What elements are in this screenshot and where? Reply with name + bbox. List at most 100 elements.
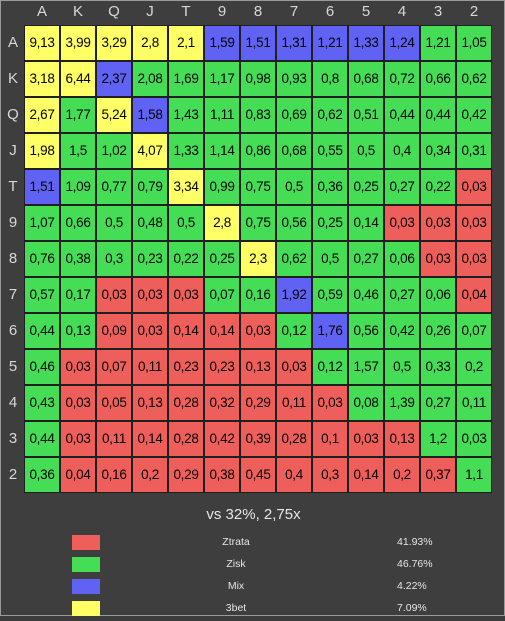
hand-cell[interactable]: 0,25 xyxy=(348,169,384,205)
hand-cell[interactable]: 0,38 xyxy=(204,457,240,493)
hand-cell[interactable]: 0,62 xyxy=(456,61,492,97)
hand-cell[interactable]: 0,11 xyxy=(132,349,168,385)
hand-cell[interactable]: 1,77 xyxy=(60,97,96,133)
hand-cell[interactable]: 0,14 xyxy=(348,205,384,241)
hand-cell[interactable]: 0,03 xyxy=(132,313,168,349)
hand-cell[interactable]: 0,11 xyxy=(96,421,132,457)
hand-cell[interactable]: 0,45 xyxy=(240,457,276,493)
hand-cell[interactable]: 0,42 xyxy=(456,97,492,133)
hand-cell[interactable]: 1,02 xyxy=(96,133,132,169)
hand-cell[interactable]: 0,4 xyxy=(276,457,312,493)
hand-cell[interactable]: 0,03 xyxy=(60,421,96,457)
hand-cell[interactable]: 0,2 xyxy=(456,349,492,385)
hand-cell[interactable]: 0,23 xyxy=(168,349,204,385)
hand-cell[interactable]: 0,22 xyxy=(420,169,456,205)
hand-cell[interactable]: 0,09 xyxy=(96,313,132,349)
hand-cell[interactable]: 0,03 xyxy=(420,205,456,241)
hand-cell[interactable]: 0,31 xyxy=(456,133,492,169)
hand-cell[interactable]: 0,08 xyxy=(348,385,384,421)
hand-cell[interactable]: 0,13 xyxy=(384,421,420,457)
hand-cell[interactable]: 0,14 xyxy=(132,421,168,457)
hand-cell[interactable]: 0,5 xyxy=(312,241,348,277)
hand-cell[interactable]: 0,2 xyxy=(132,457,168,493)
hand-cell[interactable]: 1,76 xyxy=(312,313,348,349)
hand-cell[interactable]: 0,66 xyxy=(60,205,96,241)
hand-cell[interactable]: 0,27 xyxy=(384,277,420,313)
hand-cell[interactable]: 1,09 xyxy=(60,169,96,205)
hand-cell[interactable]: 2,08 xyxy=(132,61,168,97)
hand-cell[interactable]: 1,43 xyxy=(168,97,204,133)
hand-cell[interactable]: 0,22 xyxy=(168,241,204,277)
hand-cell[interactable]: 0,75 xyxy=(240,205,276,241)
hand-cell[interactable]: 0,17 xyxy=(60,277,96,313)
hand-cell[interactable]: 0,32 xyxy=(204,385,240,421)
hand-cell[interactable]: 0,13 xyxy=(132,385,168,421)
hand-cell[interactable]: 0,26 xyxy=(420,313,456,349)
hand-cell[interactable]: 1,31 xyxy=(276,25,312,61)
hand-cell[interactable]: 0,72 xyxy=(384,61,420,97)
hand-cell[interactable]: 0,48 xyxy=(132,205,168,241)
hand-cell[interactable]: 9,13 xyxy=(24,25,60,61)
hand-cell[interactable]: 0,62 xyxy=(276,241,312,277)
hand-cell[interactable]: 0,99 xyxy=(204,169,240,205)
hand-cell[interactable]: 1,33 xyxy=(168,133,204,169)
hand-cell[interactable]: 0,16 xyxy=(240,277,276,313)
hand-cell[interactable]: 0,46 xyxy=(24,349,60,385)
hand-cell[interactable]: 0,13 xyxy=(240,349,276,385)
hand-cell[interactable]: 1,98 xyxy=(24,133,60,169)
hand-cell[interactable]: 0,23 xyxy=(132,241,168,277)
hand-cell[interactable]: 4,07 xyxy=(132,133,168,169)
hand-cell[interactable]: 0,03 xyxy=(312,385,348,421)
hand-cell[interactable]: 3,34 xyxy=(168,169,204,205)
hand-cell[interactable]: 0,04 xyxy=(456,277,492,313)
hand-cell[interactable]: 5,24 xyxy=(96,97,132,133)
hand-cell[interactable]: 0,03 xyxy=(132,277,168,313)
hand-cell[interactable]: 0,69 xyxy=(276,97,312,133)
hand-cell[interactable]: 0,03 xyxy=(168,277,204,313)
hand-cell[interactable]: 0,07 xyxy=(456,313,492,349)
hand-cell[interactable]: 0,79 xyxy=(132,169,168,205)
hand-cell[interactable]: 3,29 xyxy=(96,25,132,61)
hand-cell[interactable]: 0,68 xyxy=(348,61,384,97)
hand-cell[interactable]: 0,51 xyxy=(348,97,384,133)
hand-cell[interactable]: 0,03 xyxy=(60,385,96,421)
hand-cell[interactable]: 1,69 xyxy=(168,61,204,97)
hand-cell[interactable]: 0,29 xyxy=(168,457,204,493)
hand-cell[interactable]: 0,76 xyxy=(24,241,60,277)
hand-cell[interactable]: 0,34 xyxy=(420,133,456,169)
hand-cell[interactable]: 0,03 xyxy=(276,349,312,385)
hand-cell[interactable]: 0,4 xyxy=(384,133,420,169)
hand-cell[interactable]: 0,13 xyxy=(60,313,96,349)
hand-cell[interactable]: 1,14 xyxy=(204,133,240,169)
hand-cell[interactable]: 0,46 xyxy=(348,277,384,313)
hand-cell[interactable]: 1,21 xyxy=(312,25,348,61)
hand-cell[interactable]: 0,2 xyxy=(384,457,420,493)
hand-cell[interactable]: 0,3 xyxy=(312,457,348,493)
hand-cell[interactable]: 0,28 xyxy=(276,421,312,457)
hand-cell[interactable]: 0,03 xyxy=(240,313,276,349)
hand-cell[interactable]: 0,03 xyxy=(96,277,132,313)
hand-cell[interactable]: 3,18 xyxy=(24,61,60,97)
hand-cell[interactable]: 1,17 xyxy=(204,61,240,97)
hand-cell[interactable]: 0,37 xyxy=(420,457,456,493)
hand-cell[interactable]: 0,27 xyxy=(384,169,420,205)
hand-cell[interactable]: 0,28 xyxy=(168,421,204,457)
hand-cell[interactable]: 0,27 xyxy=(348,241,384,277)
hand-cell[interactable]: 0,14 xyxy=(348,457,384,493)
hand-cell[interactable]: 1,51 xyxy=(24,169,60,205)
hand-cell[interactable]: 2,37 xyxy=(96,61,132,97)
hand-cell[interactable]: 0,42 xyxy=(384,313,420,349)
hand-cell[interactable]: 0,12 xyxy=(276,313,312,349)
hand-cell[interactable]: 0,62 xyxy=(312,97,348,133)
hand-cell[interactable]: 2,67 xyxy=(24,97,60,133)
hand-cell[interactable]: 0,36 xyxy=(312,169,348,205)
hand-cell[interactable]: 0,83 xyxy=(240,97,276,133)
hand-cell[interactable]: 0,56 xyxy=(276,205,312,241)
hand-cell[interactable]: 0,25 xyxy=(204,241,240,277)
hand-cell[interactable]: 0,03 xyxy=(456,241,492,277)
hand-cell[interactable]: 0,03 xyxy=(348,421,384,457)
hand-cell[interactable]: 0,14 xyxy=(204,313,240,349)
hand-cell[interactable]: 0,03 xyxy=(420,241,456,277)
hand-cell[interactable]: 0,5 xyxy=(168,205,204,241)
hand-cell[interactable]: 0,44 xyxy=(384,97,420,133)
